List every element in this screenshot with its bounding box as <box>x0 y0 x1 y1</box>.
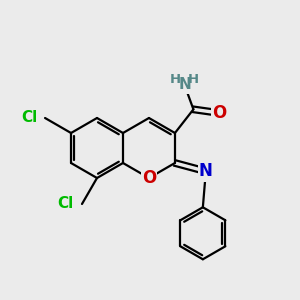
Text: N: N <box>178 77 191 92</box>
Text: Cl: Cl <box>58 196 74 211</box>
Text: O: O <box>142 169 156 187</box>
Text: H: H <box>170 74 181 86</box>
Text: Cl: Cl <box>21 110 37 125</box>
Text: O: O <box>212 104 226 122</box>
Text: N: N <box>199 162 213 180</box>
Text: H: H <box>188 74 199 86</box>
